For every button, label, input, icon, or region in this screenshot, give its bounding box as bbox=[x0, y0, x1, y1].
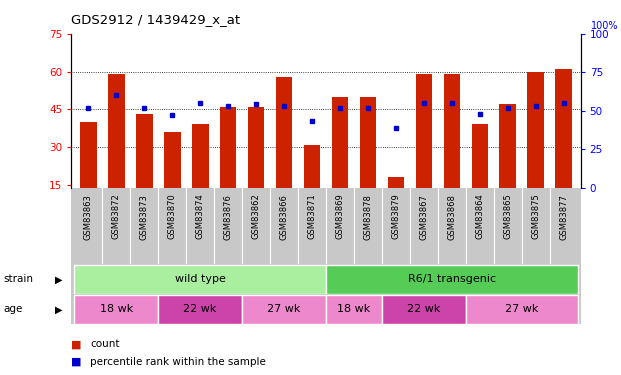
Text: GSM83864: GSM83864 bbox=[476, 194, 484, 239]
Bar bbox=[276, 76, 292, 188]
Text: GSM83866: GSM83866 bbox=[279, 194, 289, 240]
Text: GSM83879: GSM83879 bbox=[391, 194, 401, 239]
Bar bbox=[248, 107, 265, 188]
Text: GSM83863: GSM83863 bbox=[84, 194, 93, 240]
Text: ■: ■ bbox=[71, 339, 82, 349]
Text: 27 wk: 27 wk bbox=[505, 304, 538, 314]
Bar bbox=[555, 69, 572, 188]
Text: GSM83873: GSM83873 bbox=[140, 194, 148, 240]
Bar bbox=[164, 132, 181, 188]
Bar bbox=[136, 114, 153, 188]
Text: 22 wk: 22 wk bbox=[183, 304, 217, 314]
Bar bbox=[192, 124, 209, 188]
Bar bbox=[499, 104, 516, 188]
Text: GSM83862: GSM83862 bbox=[252, 194, 261, 239]
Bar bbox=[80, 122, 97, 188]
Bar bbox=[415, 74, 432, 188]
Text: count: count bbox=[90, 339, 120, 349]
Text: 27 wk: 27 wk bbox=[268, 304, 301, 314]
Bar bbox=[158, 295, 242, 324]
Text: strain: strain bbox=[3, 274, 33, 284]
Text: percentile rank within the sample: percentile rank within the sample bbox=[90, 357, 266, 367]
Bar bbox=[388, 177, 404, 188]
Text: GSM83876: GSM83876 bbox=[224, 194, 233, 240]
Bar bbox=[443, 74, 460, 188]
Bar bbox=[471, 124, 488, 188]
Text: R6/1 transgenic: R6/1 transgenic bbox=[408, 274, 496, 284]
Text: ▶: ▶ bbox=[55, 304, 62, 314]
Bar bbox=[220, 107, 237, 188]
Text: GSM83878: GSM83878 bbox=[363, 194, 373, 240]
Text: GSM83869: GSM83869 bbox=[335, 194, 345, 239]
Text: GSM83875: GSM83875 bbox=[532, 194, 540, 239]
Bar bbox=[527, 72, 544, 188]
Bar bbox=[304, 145, 320, 188]
Text: 18 wk: 18 wk bbox=[337, 304, 371, 314]
Bar bbox=[75, 265, 326, 294]
Text: GDS2912 / 1439429_x_at: GDS2912 / 1439429_x_at bbox=[71, 13, 240, 26]
Text: ▶: ▶ bbox=[55, 274, 62, 284]
Text: GSM83865: GSM83865 bbox=[504, 194, 512, 239]
Bar bbox=[326, 265, 578, 294]
Text: GSM83872: GSM83872 bbox=[112, 194, 120, 239]
Bar bbox=[326, 295, 382, 324]
Text: ■: ■ bbox=[71, 357, 82, 367]
Bar bbox=[108, 74, 125, 188]
Bar bbox=[242, 295, 326, 324]
Text: 100%: 100% bbox=[591, 21, 619, 31]
Text: 18 wk: 18 wk bbox=[99, 304, 133, 314]
Bar bbox=[382, 295, 466, 324]
Bar bbox=[360, 97, 376, 188]
Text: GSM83868: GSM83868 bbox=[448, 194, 456, 240]
Bar bbox=[75, 295, 158, 324]
Text: 22 wk: 22 wk bbox=[407, 304, 441, 314]
Bar bbox=[332, 97, 348, 188]
Text: GSM83877: GSM83877 bbox=[560, 194, 568, 240]
Text: GSM83867: GSM83867 bbox=[419, 194, 428, 240]
Text: wild type: wild type bbox=[175, 274, 225, 284]
Text: GSM83874: GSM83874 bbox=[196, 194, 204, 239]
Bar bbox=[466, 295, 578, 324]
Text: GSM83871: GSM83871 bbox=[307, 194, 317, 239]
Text: GSM83870: GSM83870 bbox=[168, 194, 176, 239]
Text: age: age bbox=[3, 304, 22, 314]
